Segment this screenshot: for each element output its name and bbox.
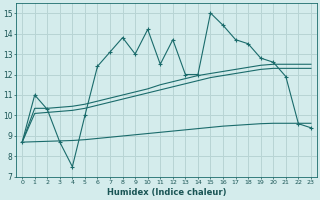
X-axis label: Humidex (Indice chaleur): Humidex (Indice chaleur) xyxy=(107,188,226,197)
